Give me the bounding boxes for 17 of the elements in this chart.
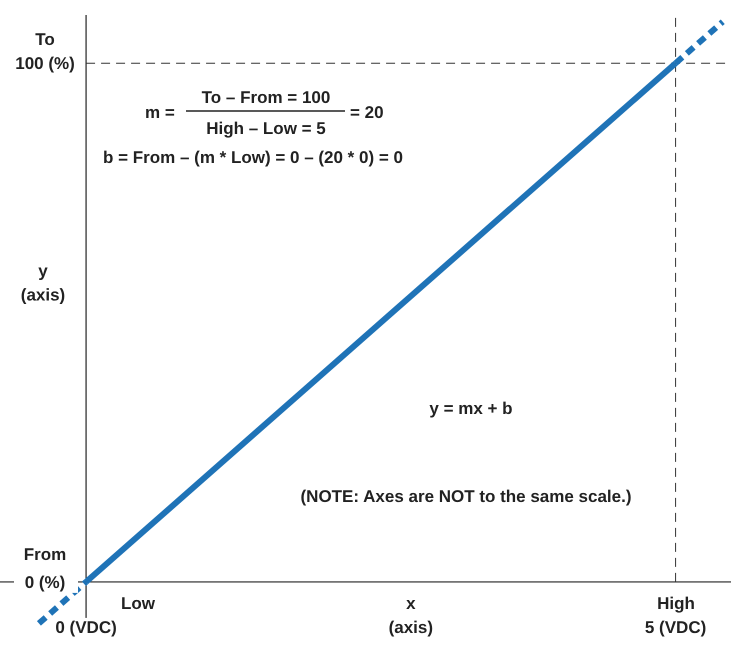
annotation: High – Low = 5 <box>206 119 326 138</box>
annotation: To – From = 100 <box>202 88 330 107</box>
x-tick-label: 0 (VDC) <box>55 618 117 637</box>
annotation: To <box>35 30 55 49</box>
annotation: m = <box>145 103 175 122</box>
annotation: From <box>24 545 66 564</box>
annotation: High <box>657 594 695 613</box>
annotation: b = From – (m * Low) = 0 – (20 * 0) = 0 <box>103 148 403 167</box>
annotation: (NOTE: Axes are NOT to the same scale.) <box>300 487 632 506</box>
y-tick-label: 0 (%) <box>24 572 66 592</box>
x-axis-title: x (axis) <box>388 594 434 637</box>
annotation: y = mx + b <box>429 399 513 418</box>
annotation: = 20 <box>350 103 384 122</box>
y-axis-title: y (axis) <box>20 261 66 304</box>
annotation: Low <box>121 594 156 613</box>
y-tick-label: 100 (%) <box>15 54 75 74</box>
x-tick-label: 5 (VDC) <box>644 618 706 637</box>
